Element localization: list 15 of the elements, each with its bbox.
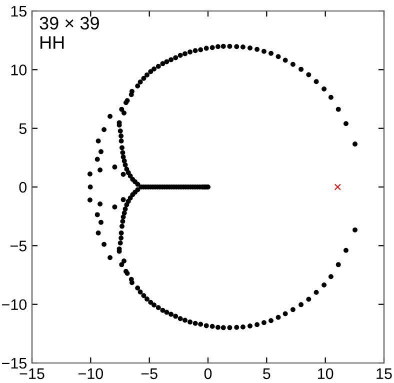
x-tick-label: −5 xyxy=(141,368,158,380)
annotation: HH xyxy=(40,36,64,49)
annotation: 39 × 39 xyxy=(40,16,99,30)
x-tick-label: 10 xyxy=(318,368,334,380)
y-tick-label: 5 xyxy=(19,123,26,134)
x-tick-label: 15 xyxy=(376,368,392,380)
x-tick-label: −10 xyxy=(78,368,104,380)
x-tick-label: 5 xyxy=(263,368,270,380)
y-tick-label: −10 xyxy=(2,299,27,310)
y-tick-label: −5 xyxy=(10,240,26,252)
y-tick-label: 0 xyxy=(19,182,27,193)
y-tick-label: 10 xyxy=(11,64,27,76)
x-tick-label: 0 xyxy=(204,368,212,380)
y-tick-label: −15 xyxy=(2,358,26,369)
y-tick-label: 15 xyxy=(11,6,26,17)
